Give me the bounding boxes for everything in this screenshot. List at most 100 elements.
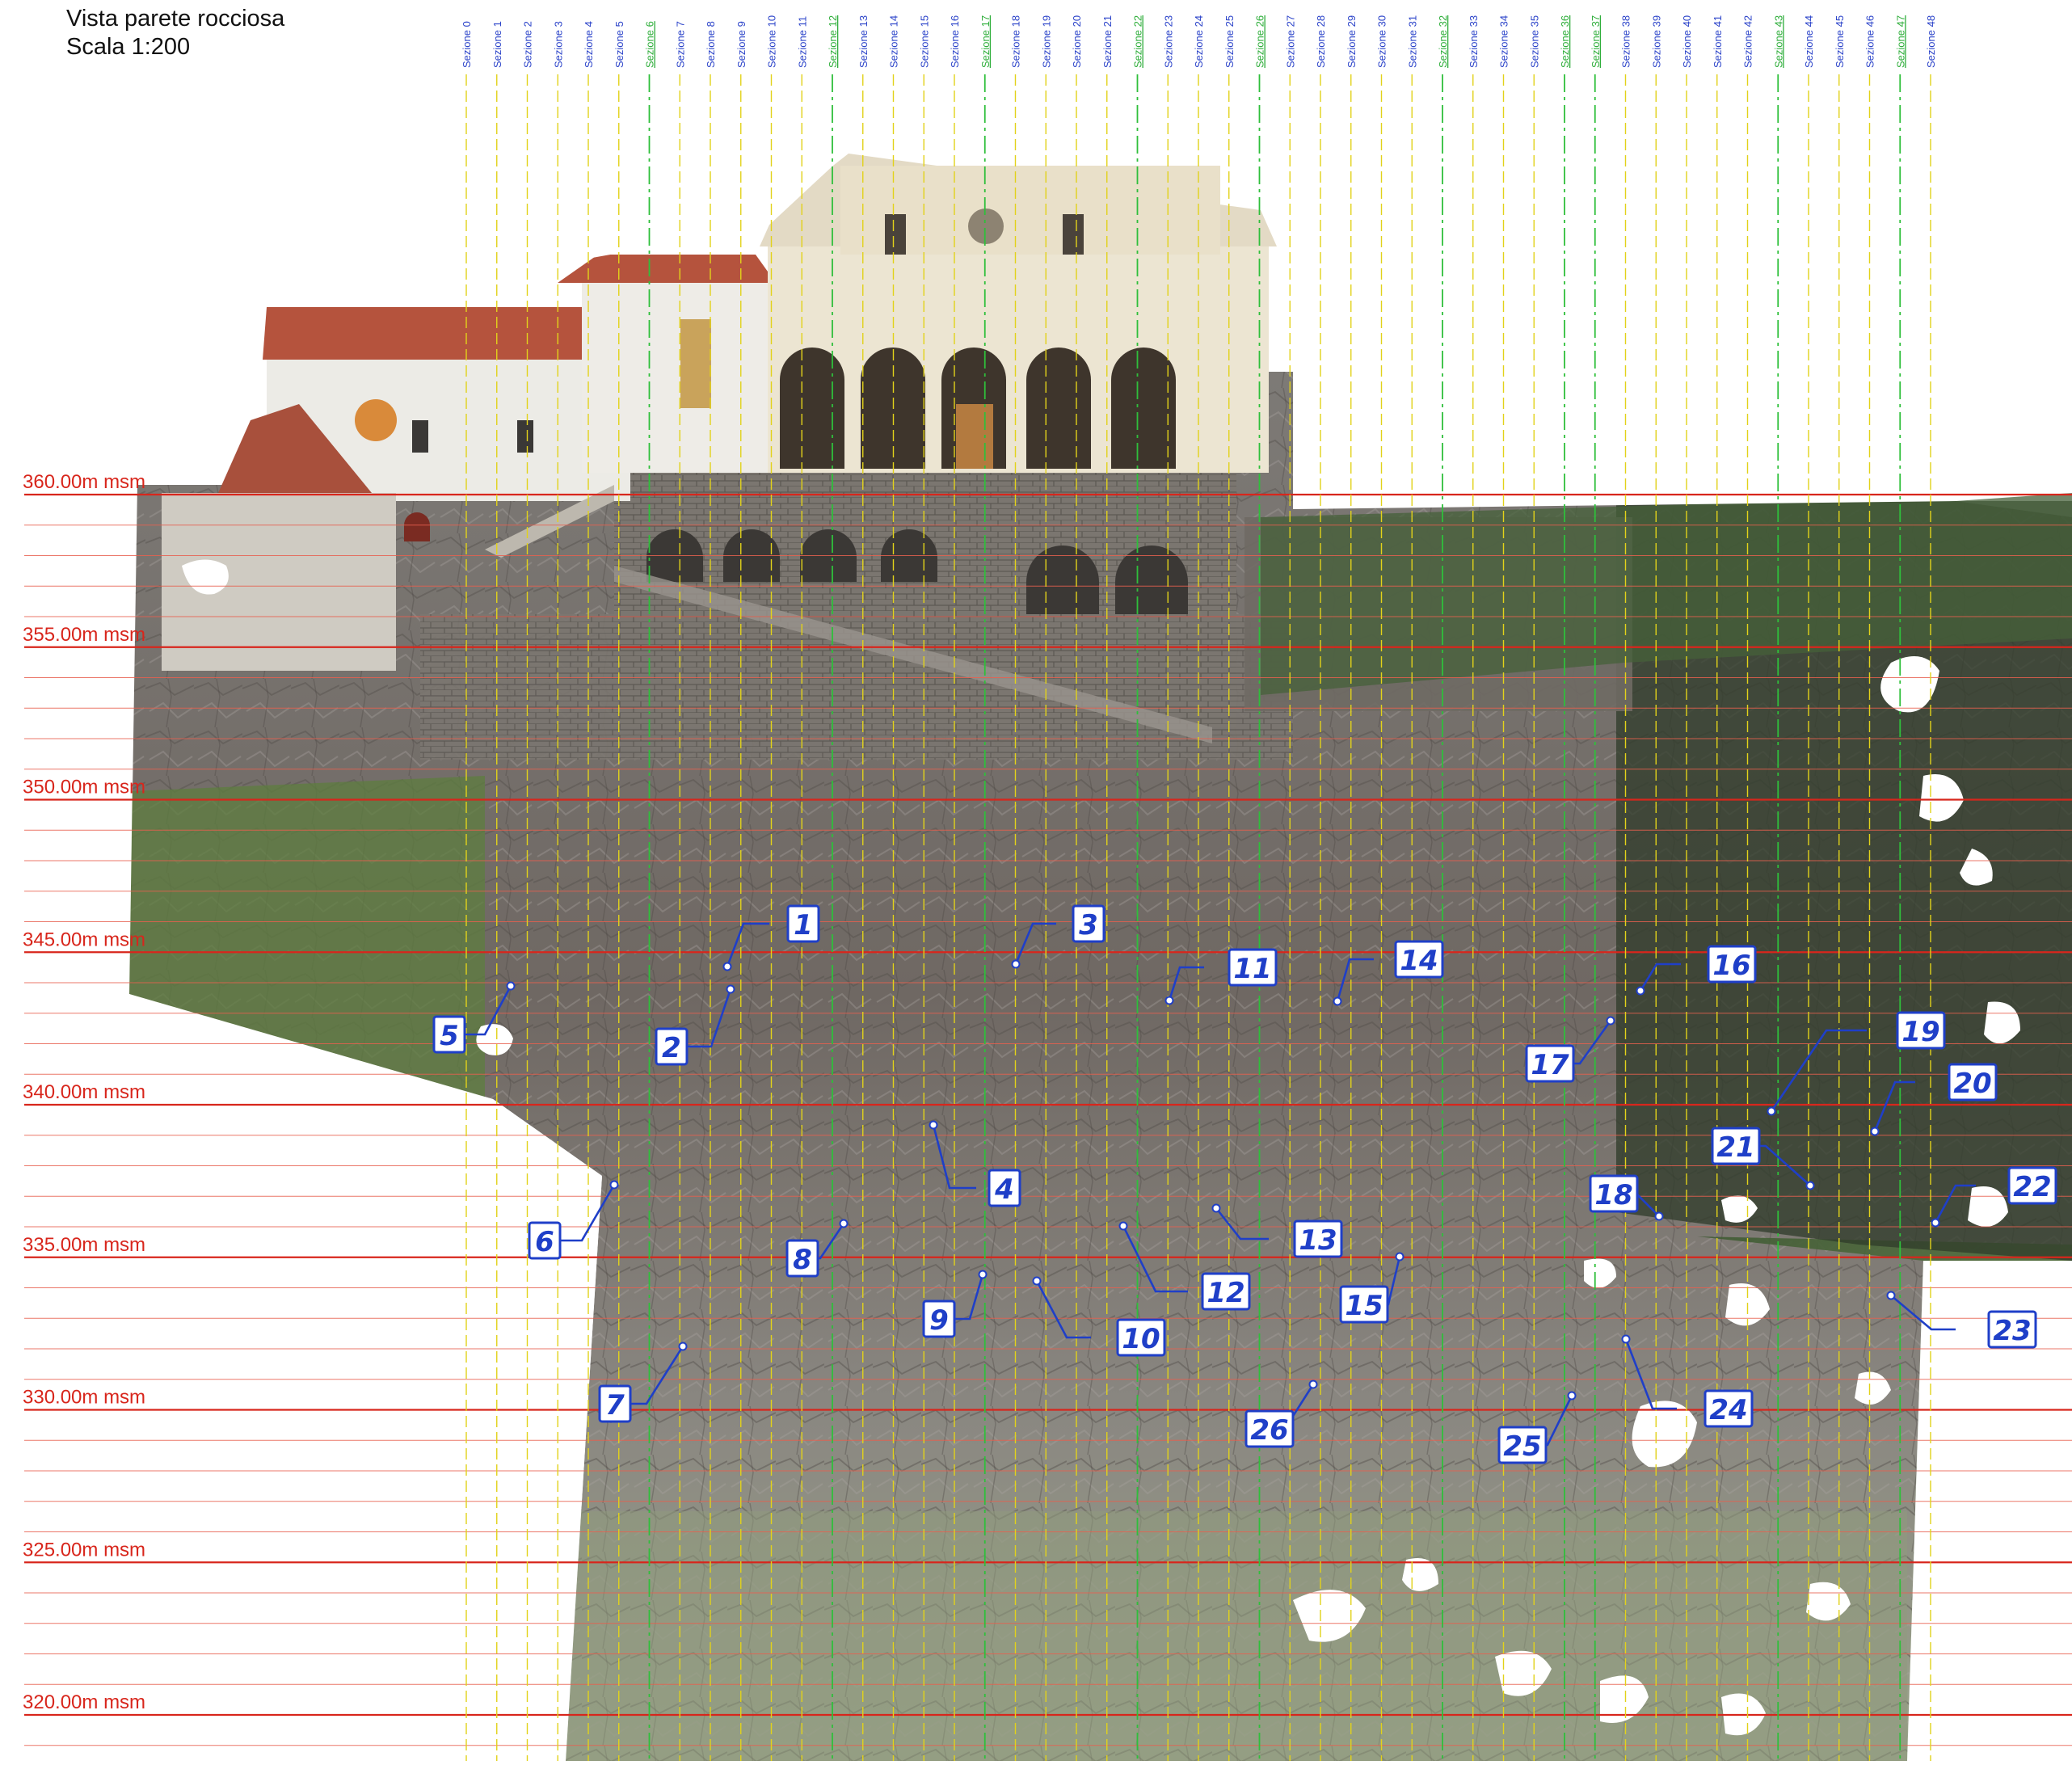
section-label: Sezione 38 bbox=[1620, 15, 1632, 68]
marker-17: 17 bbox=[1525, 1016, 1615, 1083]
section-label: Sezione 5 bbox=[613, 21, 625, 68]
marker-22: 22 bbox=[1931, 1166, 2057, 1228]
section-label: Sezione 40 bbox=[1681, 15, 1693, 68]
marker-3: 3 bbox=[1011, 904, 1105, 969]
section-label: Sezione 4 bbox=[583, 21, 595, 68]
section-label: Sezione 23 bbox=[1162, 15, 1174, 68]
marker-label: 15 bbox=[1345, 1290, 1383, 1322]
marker-box bbox=[598, 1384, 632, 1423]
elevation-label: 330.00m msm bbox=[23, 1387, 145, 1409]
marker-leader bbox=[1639, 963, 1681, 992]
marker-point bbox=[1767, 1106, 1776, 1116]
marker-10: 10 bbox=[1032, 1276, 1166, 1357]
elevation-label: 320.00m msm bbox=[23, 1691, 145, 1713]
marker-25: 25 bbox=[1497, 1391, 1577, 1464]
marker-23: 23 bbox=[1886, 1291, 2037, 1349]
marker-label: 7 bbox=[605, 1389, 625, 1422]
section-label: Sezione 39 bbox=[1650, 15, 1662, 68]
marker-box bbox=[655, 1027, 689, 1066]
marker-point bbox=[1308, 1380, 1318, 1389]
elevation-label: 360.00m msm bbox=[23, 471, 145, 493]
marker-point bbox=[1636, 986, 1645, 996]
marker-leader bbox=[1168, 966, 1204, 1001]
marker-1: 1 bbox=[722, 904, 820, 971]
section-label: Sezione 26 bbox=[1254, 15, 1266, 68]
marker-box bbox=[1244, 1409, 1295, 1448]
elevation-label: 355.00m msm bbox=[23, 624, 145, 646]
section-label: Sezione 44 bbox=[1803, 15, 1815, 68]
marker-box bbox=[1896, 1011, 1946, 1050]
marker-15: 15 bbox=[1339, 1252, 1404, 1324]
marker-box bbox=[1201, 1272, 1251, 1311]
marker-box bbox=[1525, 1044, 1575, 1083]
section-label: Sezione 36 bbox=[1559, 15, 1571, 68]
section-label: Sezione 0 bbox=[461, 21, 473, 68]
marker-box bbox=[988, 1169, 1021, 1207]
section-label: Sezione 10 bbox=[766, 15, 778, 68]
marker-box bbox=[1987, 1310, 2037, 1349]
section-label: Sezione 12 bbox=[827, 15, 839, 68]
marker-box bbox=[1116, 1318, 1166, 1357]
marker-label: 19 bbox=[1901, 1016, 1939, 1048]
marker-label: 16 bbox=[1712, 950, 1750, 982]
marker-box bbox=[1589, 1174, 1639, 1213]
section-label: Sezione 41 bbox=[1712, 15, 1724, 68]
section-label: Sezione 34 bbox=[1498, 15, 1510, 68]
marker-point bbox=[929, 1120, 938, 1130]
section-label: Sezione 43 bbox=[1772, 15, 1784, 68]
section-label: Sezione 9 bbox=[735, 21, 748, 68]
marker-16: 16 bbox=[1636, 945, 1757, 996]
marker-leader bbox=[1890, 1295, 1956, 1331]
section-lines: Sezione 0 Sezione 1 Sezione 2 Sezione 3 Sezi… bbox=[461, 15, 1937, 1761]
section-label: Sezione 19 bbox=[1040, 15, 1052, 68]
marker-label: 22 bbox=[2013, 1171, 2051, 1203]
marker-label: 13 bbox=[1299, 1224, 1337, 1257]
marker-point bbox=[1333, 996, 1342, 1006]
marker-point bbox=[1211, 1203, 1221, 1213]
marker-19: 19 bbox=[1767, 1011, 1946, 1116]
section-label: Sezione 17 bbox=[979, 15, 992, 68]
marker-point bbox=[678, 1342, 688, 1351]
marker-point bbox=[1805, 1181, 1815, 1190]
marker-box bbox=[1228, 948, 1278, 987]
section-label: Sezione 20 bbox=[1071, 15, 1083, 68]
marker-label: 14 bbox=[1400, 945, 1438, 977]
marker-box bbox=[1072, 904, 1105, 943]
marker-box bbox=[2007, 1166, 2057, 1205]
photo-voids bbox=[182, 559, 2020, 1736]
elevation-lines: 360.00m msm 355.00m msm 350.00m msm 345.00m… bbox=[23, 471, 2072, 1746]
section-label: Sezione 14 bbox=[888, 15, 900, 68]
marker-label: 1 bbox=[794, 909, 813, 941]
marker-point bbox=[506, 981, 516, 991]
section-label: Sezione 7 bbox=[674, 21, 686, 68]
section-label: Sezione 46 bbox=[1864, 15, 1876, 68]
section-label: Sezione 24 bbox=[1193, 15, 1205, 68]
marker-box bbox=[1707, 945, 1757, 984]
marker-leader bbox=[952, 1274, 984, 1321]
marker-box bbox=[1394, 940, 1444, 979]
marker-point bbox=[978, 1270, 988, 1279]
section-label: Sezione 21 bbox=[1101, 15, 1114, 68]
section-label: Sezione 48 bbox=[1925, 15, 1937, 68]
marker-point bbox=[1567, 1391, 1577, 1401]
elevation-label: 345.00m msm bbox=[23, 929, 145, 950]
marker-label: 12 bbox=[1207, 1277, 1244, 1309]
marker-point bbox=[1931, 1218, 1940, 1228]
marker-box bbox=[432, 1015, 466, 1054]
section-label: Sezione 28 bbox=[1315, 15, 1327, 68]
scale-label: Scala 1:200 bbox=[66, 34, 191, 60]
marker-box bbox=[1711, 1127, 1761, 1165]
marker-label: 23 bbox=[1993, 1315, 2031, 1347]
marker-label: 2 bbox=[662, 1032, 681, 1064]
section-label: Sezione 18 bbox=[1010, 15, 1022, 68]
marker-leader bbox=[1215, 1207, 1269, 1241]
section-label: Sezione 29 bbox=[1346, 15, 1358, 68]
marker-label: 6 bbox=[535, 1226, 554, 1258]
marker-6: 6 bbox=[528, 1180, 619, 1260]
marker-label: 11 bbox=[1233, 953, 1271, 985]
marker-leader bbox=[685, 988, 732, 1048]
elevation-label: 350.00m msm bbox=[23, 777, 145, 798]
